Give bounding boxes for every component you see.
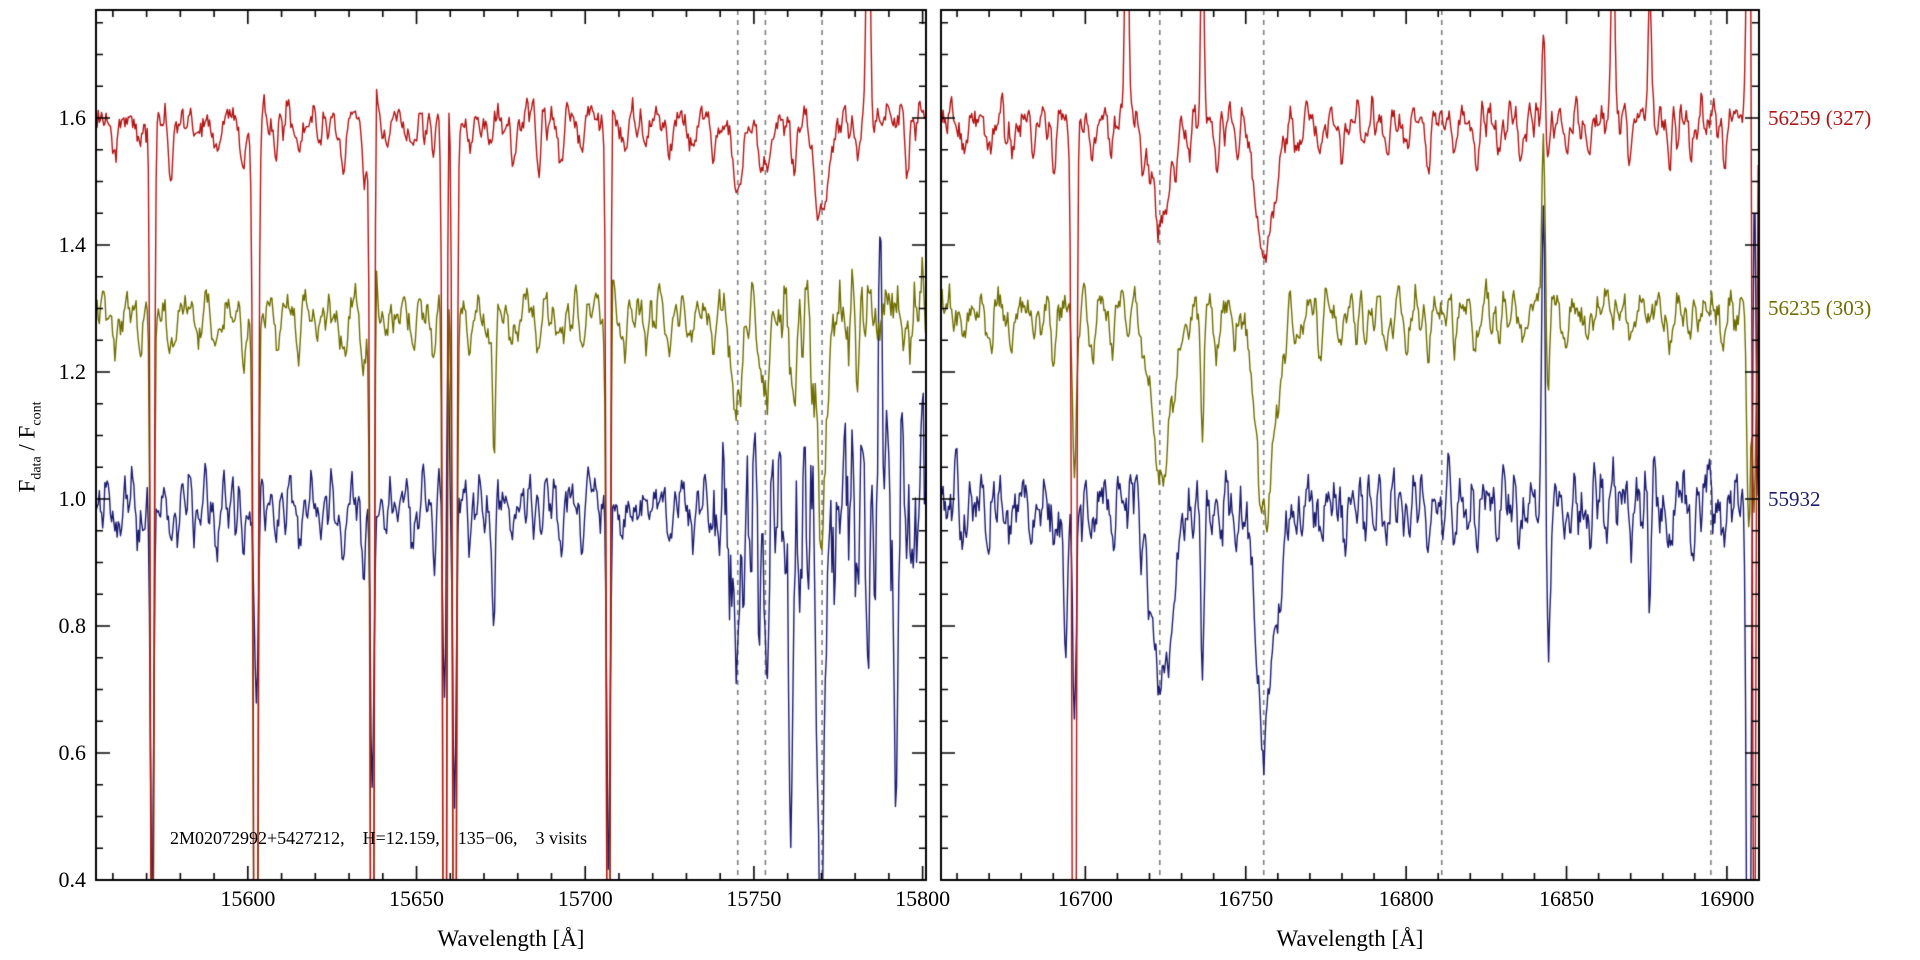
y-tick-label: 0.4 [58,867,87,892]
legend-label-visit-56235: 56235 (303) [1768,296,1872,320]
legend-label-visit-55932: 55932 [1768,487,1821,511]
y-tick-label: 1.4 [58,231,87,257]
x-tick-label: 16900 [1699,886,1755,911]
y-tick-label: 1.0 [58,485,87,511]
x-tick-label: 15700 [557,886,613,911]
x-tick-label: 15650 [389,886,445,911]
y-axis-title-sub-data: data [29,456,45,480]
y-tick-label: 1.6 [58,104,87,130]
target-annotation: 2M02072992+5427212, H=12.159, 135−06, 3 … [170,828,587,848]
x-tick-label: 16700 [1057,886,1113,911]
x-tick-label: 15800 [895,886,951,911]
x-tick-label: 15750 [726,886,782,911]
y-axis-title-divider: / F [14,425,40,457]
y-tick-label: 0.8 [58,612,87,638]
x-tick-label: 16850 [1539,886,1595,911]
y-tick-label: 1.2 [58,358,87,384]
x-axis-title-right: Wavelength [Å] [1276,926,1424,951]
x-axis-title-left: Wavelength [Å] [437,926,585,951]
y-axis-title-sub-cont: cont [29,401,45,426]
y-axis-title: Fdata / Fcont [15,402,46,493]
y-axis-title-f-data: F [14,479,40,493]
legend-label-visit-56259: 56259 (327) [1768,106,1872,130]
x-tick-label: 16800 [1378,886,1434,911]
x-tick-label: 16750 [1218,886,1274,911]
x-tick-label: 15600 [220,886,276,911]
y-tick-label: 0.6 [58,739,87,765]
